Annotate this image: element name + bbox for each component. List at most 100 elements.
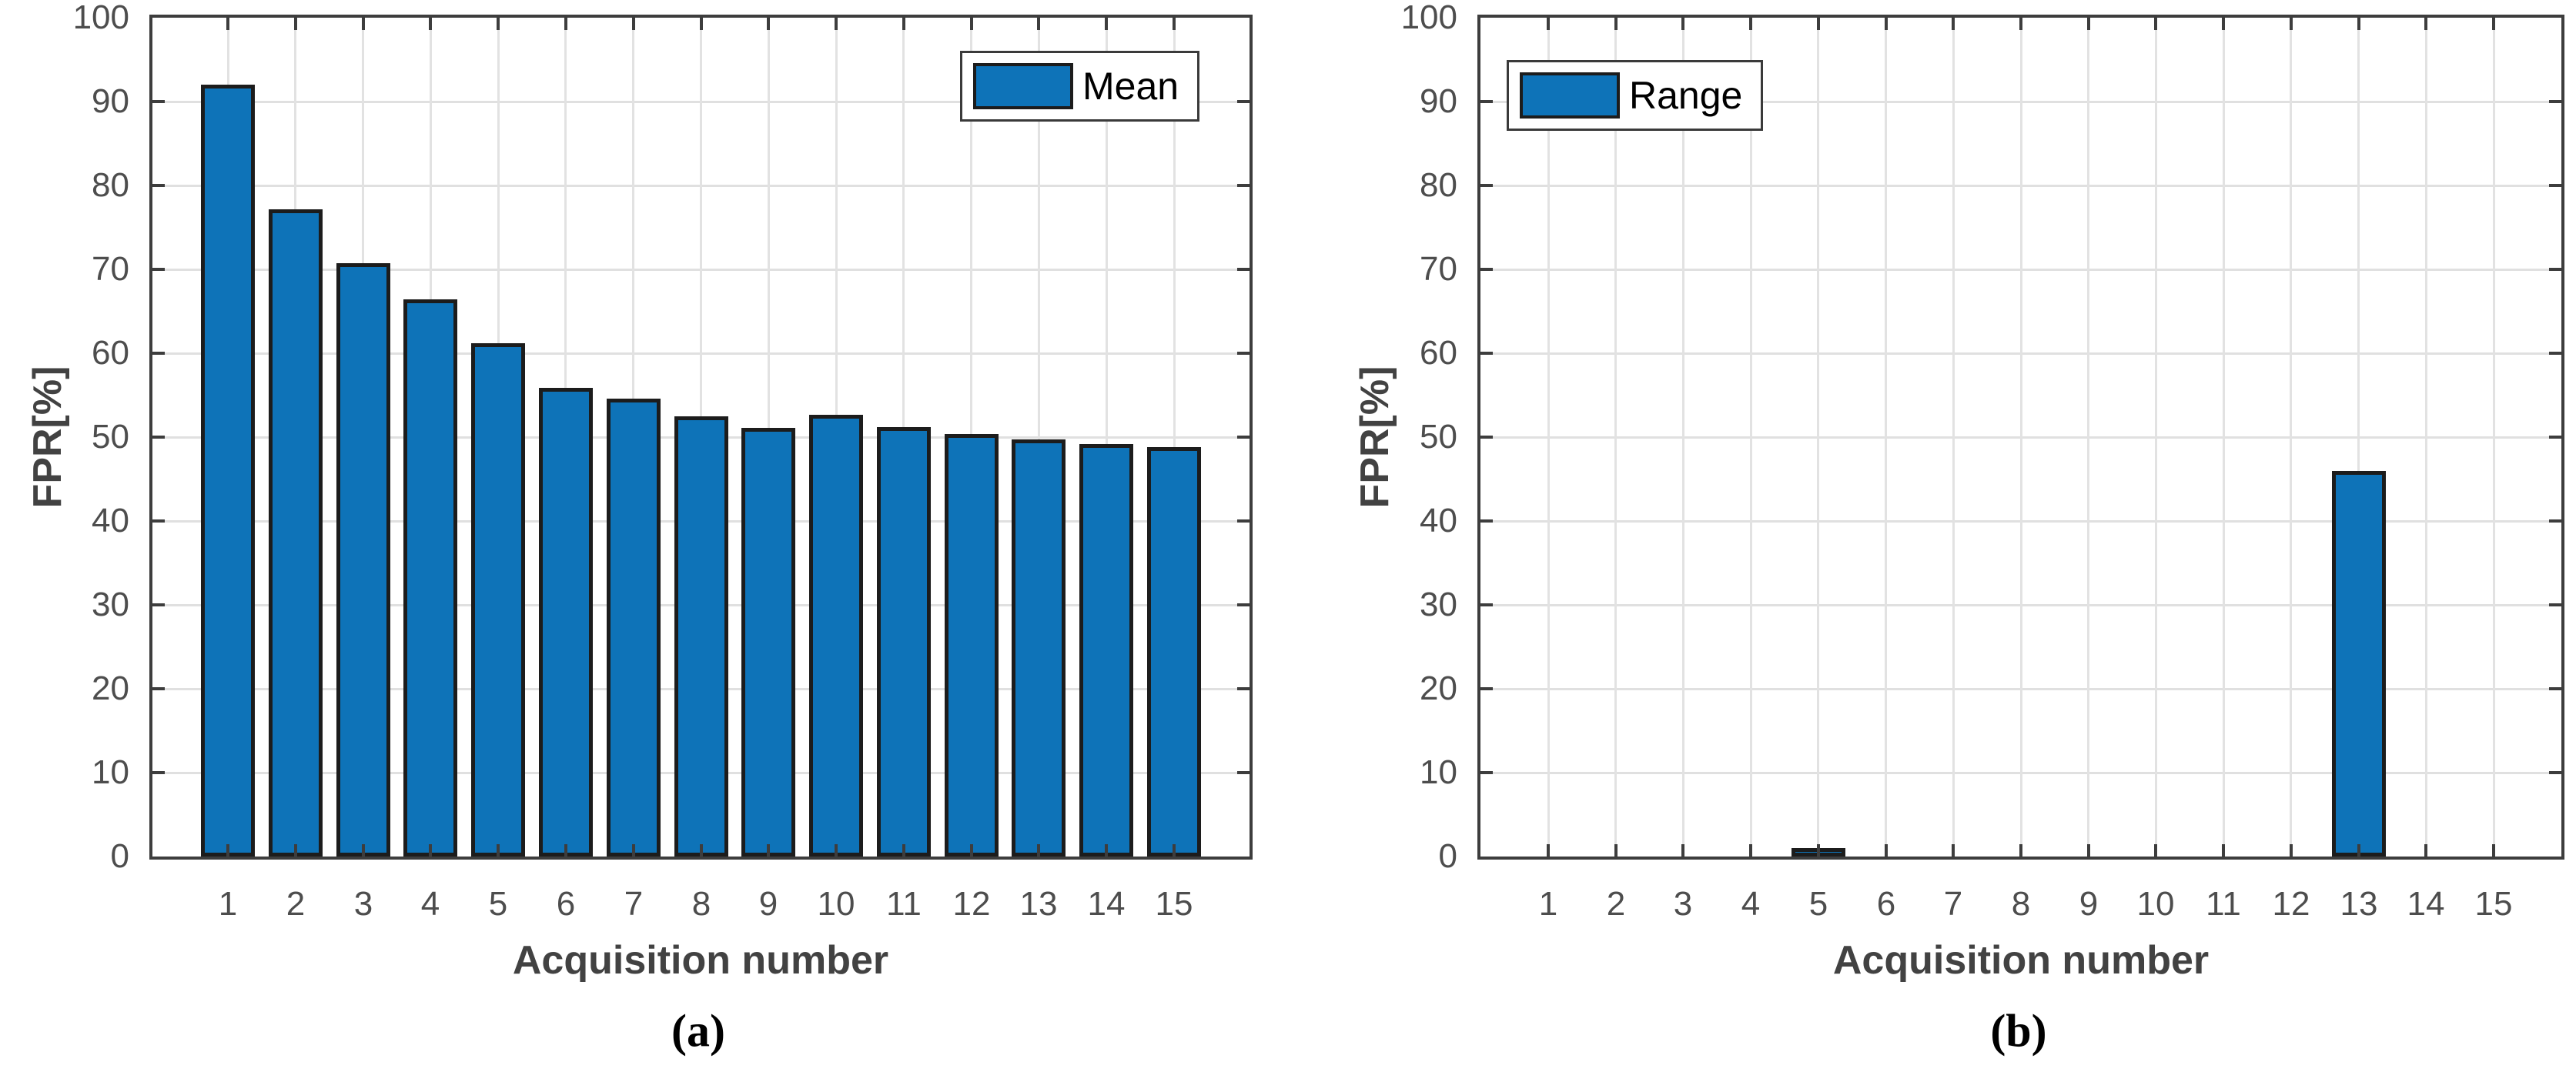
- x-tick-top-9: [767, 18, 770, 30]
- x-tick-label-1: 1: [218, 885, 238, 923]
- x-tick-bottom-10: [835, 844, 838, 857]
- x-tick-bottom-2: [1614, 844, 1618, 857]
- x-tick-top-3: [362, 18, 365, 30]
- y-axis-label-a: FPR[%]: [25, 366, 70, 509]
- y-tick-left-90: [1480, 100, 1493, 103]
- y-tick-right-50: [2549, 436, 2561, 439]
- v-gridline-15: [1173, 18, 1176, 857]
- y-tick-label-40: 40: [1420, 502, 1457, 539]
- y-tick-right-70: [2549, 268, 2561, 271]
- x-tick-label-6: 6: [556, 885, 576, 923]
- bar-category-8: [674, 416, 728, 857]
- v-gridline-3: [1682, 18, 1684, 857]
- bar-category-12: [945, 434, 999, 857]
- x-axis-label-a: Acquisition number: [512, 938, 889, 983]
- v-gridline-5: [1817, 18, 1819, 857]
- x-tick-bottom-9: [767, 844, 770, 857]
- x-tick-bottom-12: [2290, 844, 2293, 857]
- y-tick-left-20: [152, 687, 165, 690]
- x-tick-bottom-3: [362, 844, 365, 857]
- y-tick-left-80: [1480, 184, 1493, 187]
- x-tick-top-6: [1885, 18, 1888, 30]
- v-gridline-7: [1952, 18, 1955, 857]
- x-tick-label-7: 7: [624, 885, 644, 923]
- x-tick-top-8: [700, 18, 703, 30]
- x-tick-bottom-2: [294, 844, 297, 857]
- x-tick-top-1: [226, 18, 229, 30]
- x-tick-label-4: 4: [420, 885, 440, 923]
- bar-category-15: [1147, 447, 1201, 857]
- y-tick-right-60: [2549, 352, 2561, 355]
- x-tick-bottom-14: [2424, 844, 2427, 857]
- x-tick-bottom-1: [226, 844, 229, 857]
- x-tick-top-10: [835, 18, 838, 30]
- x-tick-bottom-15: [1173, 844, 1176, 857]
- y-tick-left-90: [152, 100, 165, 103]
- x-tick-top-14: [2424, 18, 2427, 30]
- x-tick-bottom-11: [902, 844, 905, 857]
- x-tick-top-4: [429, 18, 432, 30]
- x-tick-bottom-15: [2492, 844, 2495, 857]
- x-tick-label-15: 15: [1155, 885, 1193, 923]
- x-tick-label-13: 13: [1019, 885, 1058, 923]
- y-tick-label-10: 10: [92, 753, 129, 791]
- x-tick-bottom-5: [497, 844, 500, 857]
- x-tick-label-5: 5: [1808, 885, 1828, 923]
- x-tick-label-7: 7: [1943, 885, 1963, 923]
- bar-category-13: [1012, 439, 1066, 857]
- y-tick-left-50: [1480, 436, 1493, 439]
- y-tick-right-10: [1237, 771, 1250, 774]
- x-tick-bottom-7: [1952, 844, 1955, 857]
- v-gridline-13: [2357, 18, 2360, 857]
- y-tick-label-30: 30: [1420, 586, 1457, 623]
- y-tick-label-60: 60: [1420, 334, 1457, 372]
- y-tick-right-90: [1237, 100, 1250, 103]
- v-gridline-12: [2290, 18, 2292, 857]
- x-tick-label-1: 1: [1538, 885, 1558, 923]
- y-tick-left-50: [152, 436, 165, 439]
- y-tick-left-10: [152, 771, 165, 774]
- bar-category-9: [741, 428, 795, 857]
- y-axis-label-b: FPR[%]: [1353, 366, 1397, 509]
- x-tick-label-14: 14: [2407, 885, 2445, 923]
- legend-swatch-range: [1520, 72, 1620, 119]
- bar-category-3: [336, 263, 390, 857]
- x-tick-bottom-9: [2087, 844, 2090, 857]
- x-tick-top-13: [1037, 18, 1040, 30]
- x-tick-top-8: [2019, 18, 2022, 30]
- y-tick-right-80: [2549, 184, 2561, 187]
- x-tick-label-12: 12: [2272, 885, 2310, 923]
- x-tick-bottom-6: [1885, 844, 1888, 857]
- y-tick-label-50: 50: [92, 418, 129, 456]
- bar-category-2: [269, 209, 323, 857]
- y-tick-label-40: 40: [92, 502, 129, 539]
- y-tick-left-40: [1480, 519, 1493, 523]
- x-tick-top-6: [564, 18, 567, 30]
- y-tick-label-90: 90: [92, 82, 129, 120]
- y-tick-label-90: 90: [1420, 82, 1457, 120]
- x-tick-top-13: [2357, 18, 2360, 30]
- v-gridline-9: [2087, 18, 2089, 857]
- x-tick-top-3: [1681, 18, 1684, 30]
- x-axis-label-b: Acquisition number: [1832, 938, 2210, 983]
- v-gridline-15: [2493, 18, 2495, 857]
- y-tick-label-20: 20: [92, 670, 129, 707]
- x-tick-top-1: [1547, 18, 1550, 30]
- y-tick-left-80: [152, 184, 165, 187]
- x-tick-bottom-8: [2019, 844, 2022, 857]
- y-tick-right-30: [2549, 603, 2561, 606]
- legend-label-mean: Mean: [1082, 65, 1179, 108]
- x-tick-top-5: [1817, 18, 1820, 30]
- bar-category-14: [1079, 444, 1133, 857]
- bar-category-13: [2332, 471, 2386, 857]
- x-tick-label-11: 11: [2206, 885, 2241, 923]
- x-tick-top-10: [2154, 18, 2157, 30]
- x-tick-bottom-7: [632, 844, 635, 857]
- v-gridline-14: [1106, 18, 1108, 857]
- x-tick-top-11: [2222, 18, 2225, 30]
- x-tick-bottom-3: [1681, 844, 1684, 857]
- y-tick-label-80: 80: [92, 166, 129, 204]
- x-tick-bottom-4: [1749, 844, 1752, 857]
